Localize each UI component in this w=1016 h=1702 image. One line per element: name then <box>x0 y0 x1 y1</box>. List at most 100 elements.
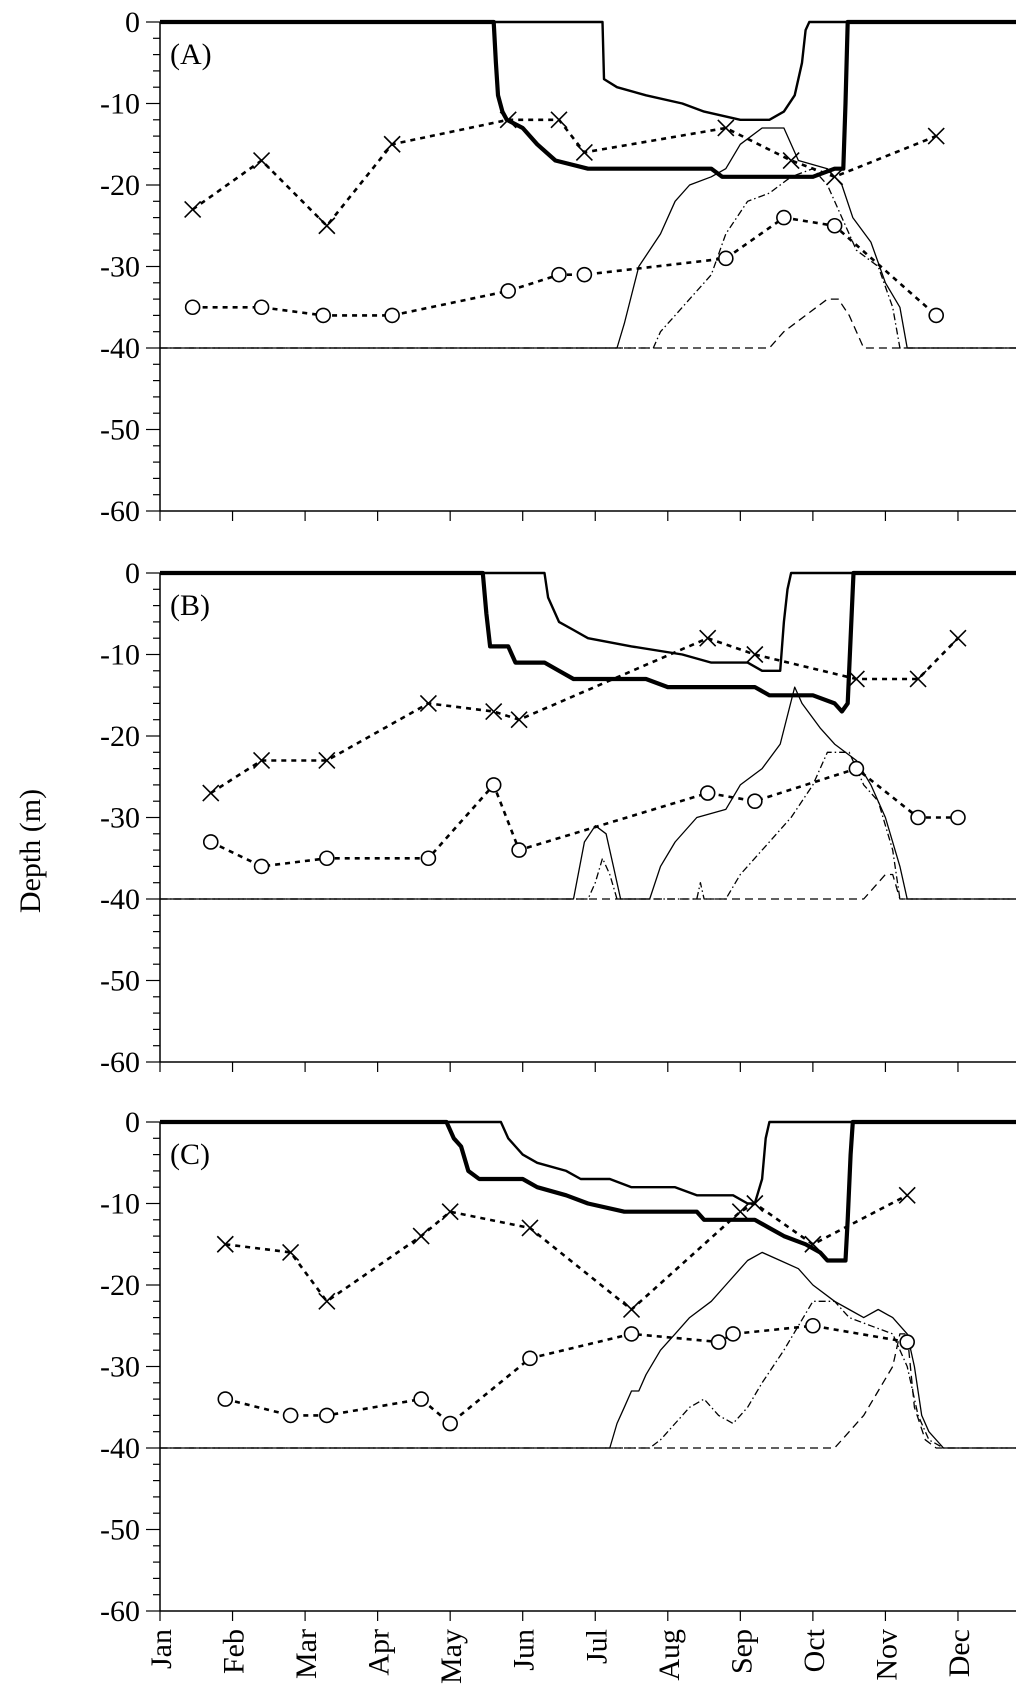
data-point-circle <box>315 307 332 324</box>
y-tick-label: 0 <box>125 6 140 39</box>
x-tick-label: Feb <box>218 1629 251 1674</box>
data-point-circle <box>826 217 843 234</box>
data-point-circle <box>522 1350 538 1367</box>
data-point-circle <box>485 777 502 793</box>
panel-label: (B) <box>170 589 210 622</box>
panel-a: 0 -10 -20 -30 -40 -50 -60 (A) <box>100 6 1016 528</box>
data-point-circle <box>848 760 865 777</box>
x-tick-label: Sep <box>725 1629 758 1674</box>
data-point-circle <box>899 1334 915 1350</box>
series-line-dashdot <box>160 751 1016 900</box>
series-line-thin <box>160 686 1016 900</box>
y-tick-label: -40 <box>100 1432 140 1465</box>
data-point-circle <box>253 858 270 875</box>
data-point-circle <box>623 1326 640 1342</box>
data-point-x <box>622 1300 641 1319</box>
y-tick-label: -30 <box>100 1351 140 1384</box>
series-line-thick <box>160 1119 1016 1263</box>
x-tick-label: Aug <box>653 1629 686 1681</box>
data-point-x <box>550 111 568 129</box>
data-point-x <box>898 1186 916 1204</box>
data-point-x <box>746 645 764 664</box>
y-tick-label: -50 <box>100 414 140 447</box>
data-point-x <box>216 1235 234 1253</box>
data-point-circle <box>253 299 270 316</box>
series-line-medium <box>160 1120 1016 1205</box>
data-point-circle <box>202 834 219 850</box>
panel-label: (A) <box>170 38 212 71</box>
x-tick-label: Jun <box>508 1629 541 1671</box>
panel-label: (C) <box>170 1138 210 1171</box>
data-point-x <box>383 135 401 153</box>
data-point-x <box>521 1219 539 1237</box>
data-point-circle <box>910 809 926 826</box>
data-point-x <box>412 1227 430 1245</box>
data-point-x <box>419 694 437 712</box>
y-tick-label: -10 <box>100 88 140 121</box>
data-point-x <box>282 1243 300 1261</box>
series-line-markers-x <box>191 118 937 228</box>
data-point-circle <box>805 1317 821 1334</box>
panel-b: 0 -10 -20 -30 -40 -50 -60 (B) <box>100 557 1016 1079</box>
y-tick-label: -40 <box>100 332 140 365</box>
data-point-circle <box>950 809 966 826</box>
y-tick-label: 0 <box>125 557 140 590</box>
x-tick-label: Oct <box>798 1628 831 1672</box>
x-tick-label: Jan <box>145 1629 178 1669</box>
y-tick-label: -20 <box>100 720 140 753</box>
data-point-x <box>804 1235 822 1253</box>
x-tick-label: Mar <box>290 1629 323 1679</box>
series-line-medium <box>160 571 1016 672</box>
data-point-x <box>318 1292 336 1310</box>
series-line-thin <box>160 127 1016 349</box>
x-tick-label: Nov <box>870 1629 903 1681</box>
data-point-x <box>510 711 528 729</box>
data-point-circle <box>319 1407 335 1424</box>
data-point-circle <box>511 842 527 858</box>
series-line-dashdot <box>160 1300 1016 1449</box>
data-point-circle <box>776 209 792 226</box>
y-tick-label: -30 <box>100 802 140 835</box>
data-point-x <box>252 751 271 770</box>
series-line-dashdot <box>160 168 1016 349</box>
data-point-x <box>909 670 927 688</box>
x-tick-label: Apr <box>363 1629 396 1676</box>
series-line-markers-x <box>210 636 959 795</box>
data-point-circle <box>384 307 400 324</box>
y-tick-label: -60 <box>100 495 140 528</box>
data-point-x <box>826 168 844 186</box>
y-tick-label: -40 <box>100 883 140 916</box>
data-point-circle <box>718 250 734 267</box>
series-line-dashed <box>160 873 1016 900</box>
data-point-x <box>717 119 735 137</box>
y-tick-label: -50 <box>100 1514 140 1547</box>
y-tick-label: -30 <box>100 251 140 284</box>
data-point-x <box>575 143 593 161</box>
x-tick-label: Jul <box>580 1629 613 1664</box>
data-point-x <box>699 629 717 647</box>
data-point-x <box>949 629 967 647</box>
y-axis-label: Depth (m) <box>14 789 47 913</box>
y-tick-label: -20 <box>100 169 140 202</box>
data-point-circle <box>576 266 593 283</box>
data-point-circle <box>413 1391 429 1407</box>
data-point-x <box>318 751 336 770</box>
x-tick-label: Dec <box>943 1629 976 1677</box>
data-point-circle <box>699 785 716 801</box>
data-point-x <box>847 670 865 688</box>
data-point-x <box>252 151 271 170</box>
series-line-dashed <box>160 298 1016 349</box>
data-point-circle <box>747 793 763 810</box>
y-tick-label: -10 <box>100 639 140 672</box>
data-point-circle <box>551 266 567 283</box>
data-point-circle <box>500 283 517 299</box>
y-tick-label: -60 <box>100 1046 140 1079</box>
data-point-circle <box>725 1326 741 1342</box>
data-point-circle <box>928 307 945 324</box>
y-tick-label: -10 <box>100 1188 140 1221</box>
data-point-circle <box>420 850 437 867</box>
data-point-x <box>927 127 945 145</box>
series-line-thick <box>160 19 1016 179</box>
data-point-circle <box>217 1391 234 1407</box>
